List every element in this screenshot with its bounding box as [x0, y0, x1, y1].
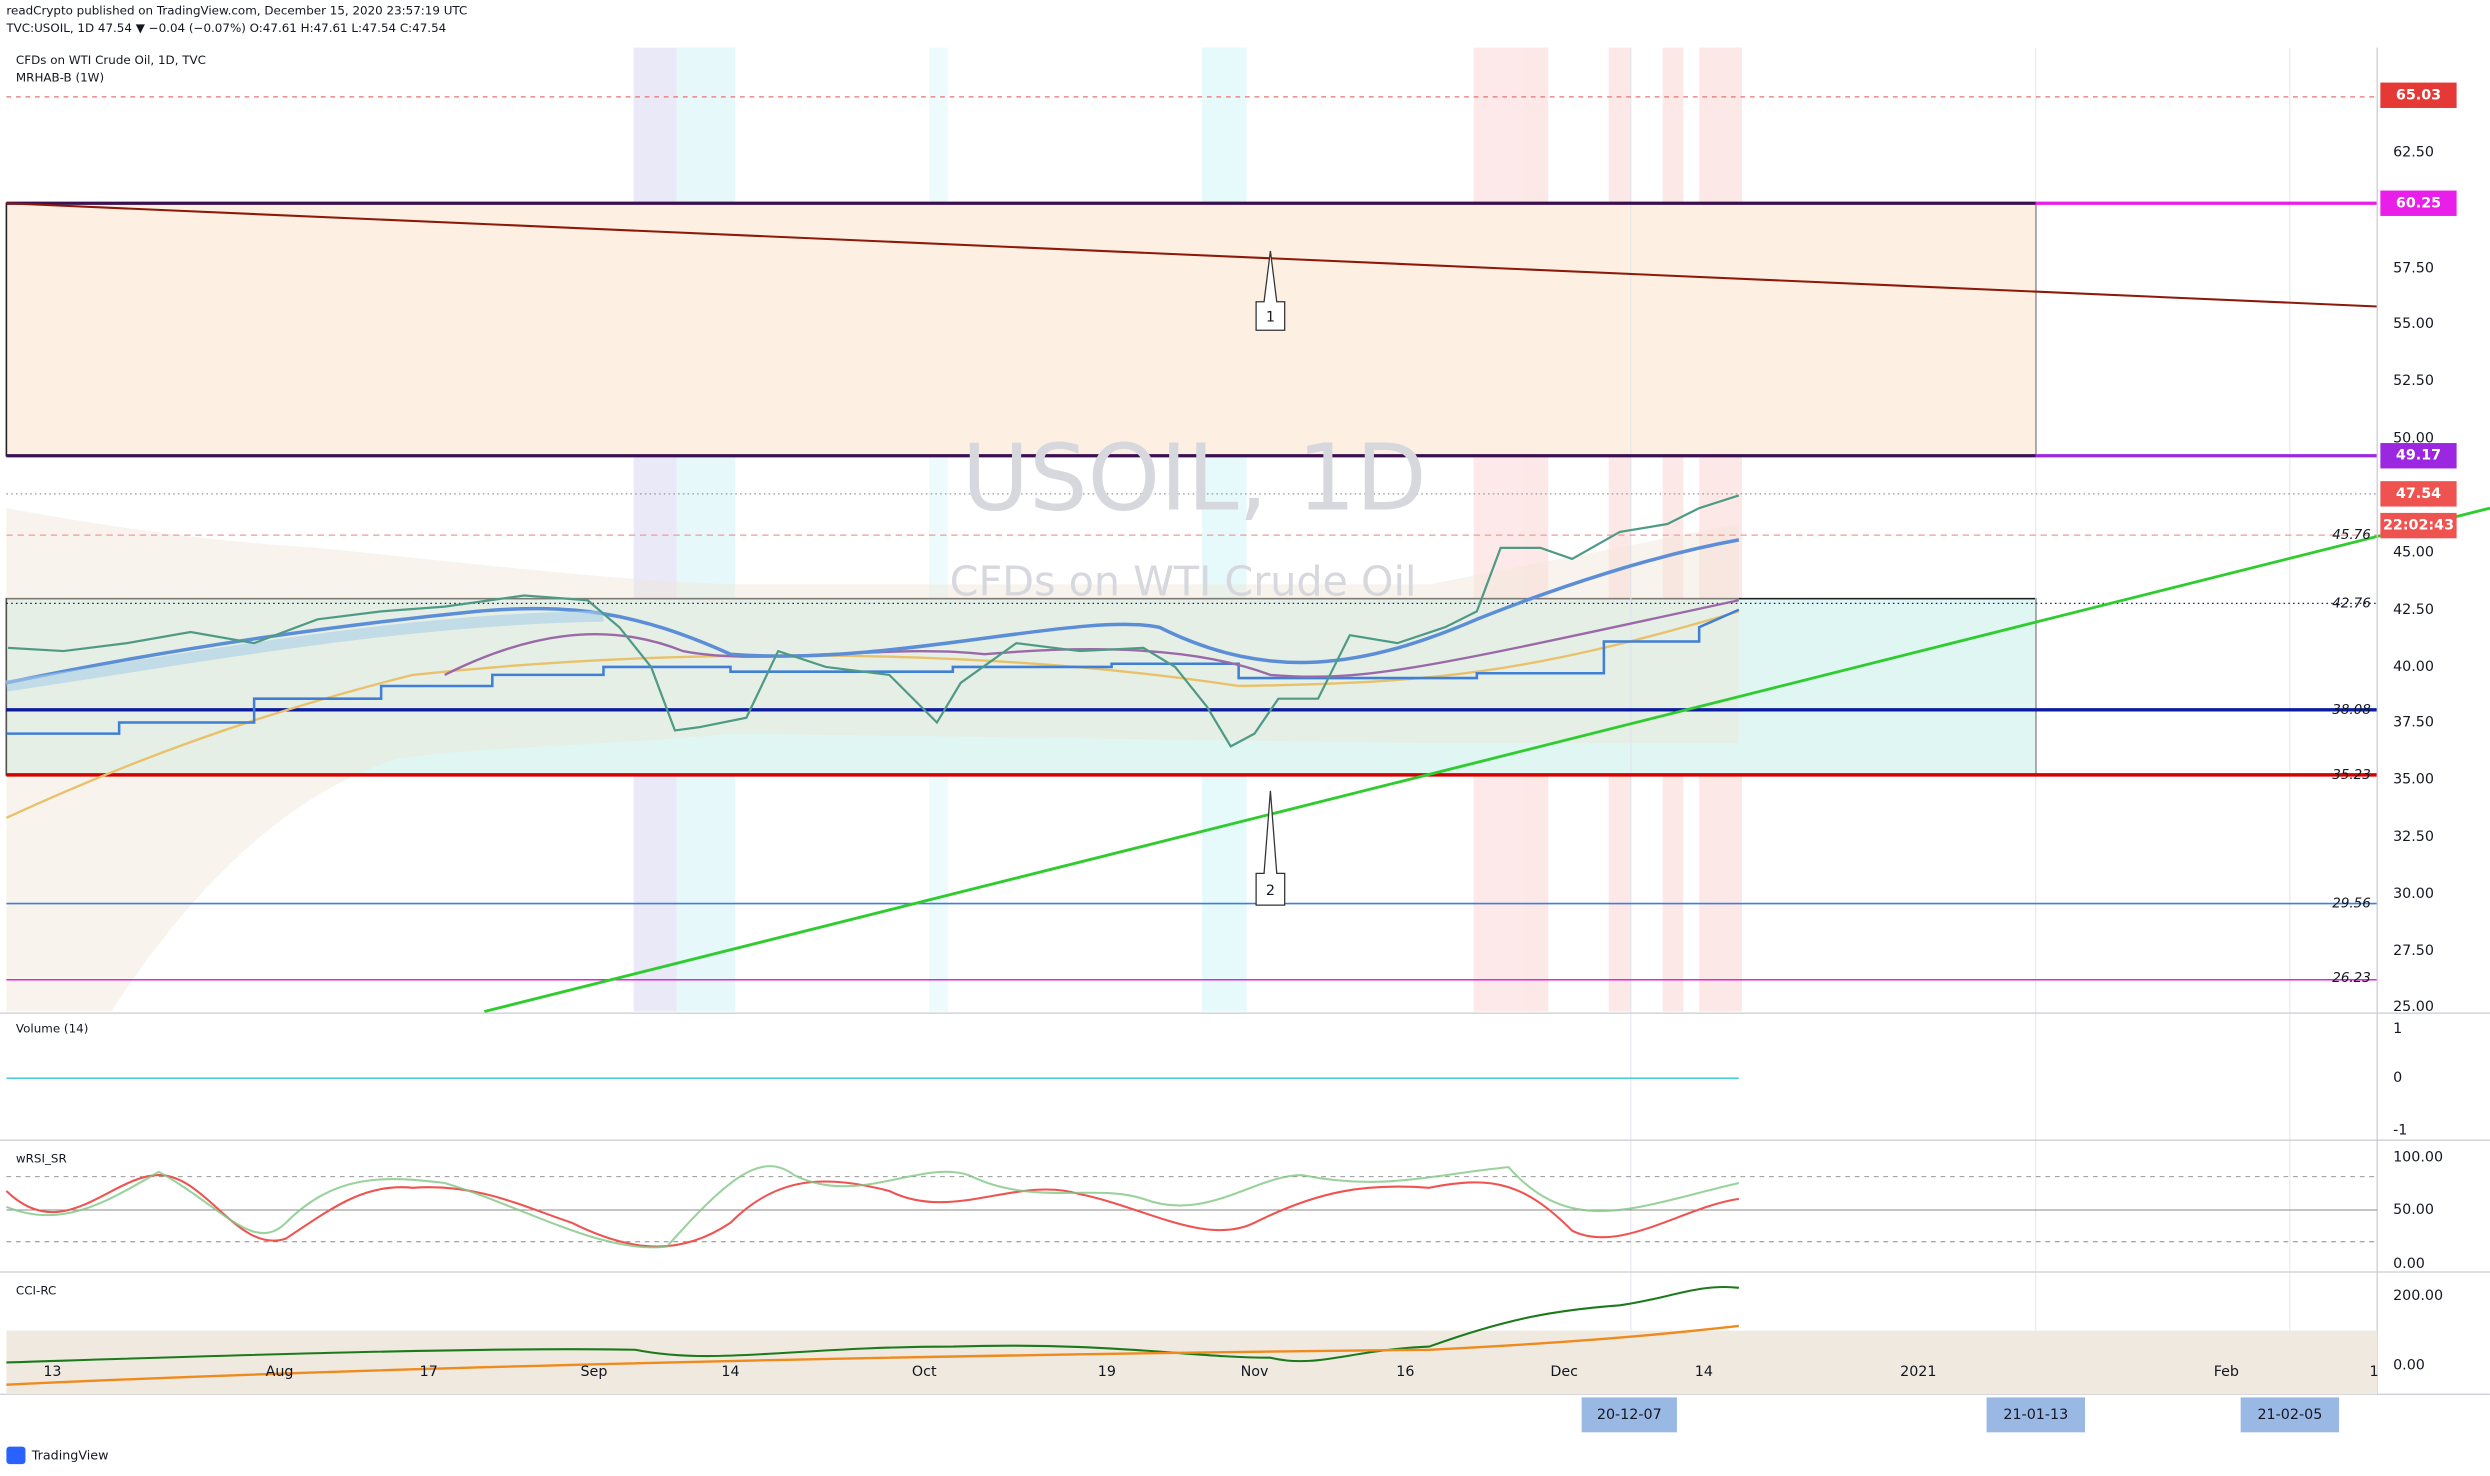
- footer: TradingView: [31, 1448, 109, 1463]
- price-badge: [2380, 190, 2457, 216]
- averages: [5, 538, 1740, 819]
- pane-title: wRSI_SR: [16, 1152, 67, 1166]
- time-label: Sep: [580, 1364, 607, 1380]
- price-badge-label: 49.17: [2396, 448, 2441, 464]
- pane-tick: 100.00: [2393, 1150, 2443, 1166]
- price-badge-label: 65.03: [2396, 87, 2441, 103]
- pane-tick: -1: [2393, 1123, 2407, 1139]
- price-badge-label: 47.54: [2396, 486, 2441, 502]
- time-label: 14: [721, 1364, 739, 1380]
- price-tick-label: 32.50: [2393, 829, 2434, 845]
- level-label: 38.08: [2332, 702, 2371, 718]
- time-badge: 20-12-07: [1597, 1407, 1662, 1423]
- price-tick-label: 57.50: [2393, 260, 2434, 276]
- price-badge: [2380, 443, 2457, 469]
- pane-tick: 0.00: [2393, 1256, 2425, 1272]
- time-label: 16: [1396, 1364, 1414, 1380]
- price-tick-label: 35.00: [2393, 772, 2434, 788]
- publisher: readCrypto published on TradingView.com,…: [6, 4, 467, 18]
- callout: 2: [1266, 883, 1275, 899]
- watermark-name: CFDs on WTI Crude Oil: [950, 557, 1417, 605]
- pane-tick: 1: [2393, 1021, 2402, 1037]
- pane-tick: 200.00: [2393, 1288, 2443, 1304]
- level-label: 29.56: [2332, 896, 2371, 912]
- watermark-symbol: USOIL, 1D: [962, 425, 1427, 532]
- price-tick-label: 30.00: [2393, 886, 2434, 902]
- time-label: 14: [1695, 1364, 1713, 1380]
- wrsi-lines: [5, 1165, 2378, 1249]
- time-label: Oct: [912, 1364, 937, 1380]
- price-badge-label: 60.25: [2396, 195, 2441, 211]
- price-tick-label: 40.00: [2393, 659, 2434, 675]
- time-label: Aug: [266, 1364, 294, 1380]
- legend-title: CFDs on WTI Crude Oil, 1D, TVC: [16, 53, 206, 67]
- price-tick-label: 55.00: [2393, 316, 2434, 332]
- price-badge: [2380, 82, 2457, 108]
- price-tick-label: 37.50: [2393, 715, 2434, 731]
- price-tick-label: 25.00: [2393, 999, 2434, 1015]
- time-badge-boxes: [1581, 1397, 2340, 1433]
- time-label: 1: [2369, 1364, 2378, 1380]
- pane-tick: 0: [2393, 1070, 2402, 1086]
- callout: 1: [1266, 310, 1275, 326]
- vertical-grid: [1630, 47, 2291, 1395]
- time-label: Dec: [1550, 1364, 1578, 1380]
- price-badge: [2380, 481, 2457, 507]
- time-label: 13: [43, 1364, 61, 1380]
- price-tick-label: 42.50: [2393, 602, 2434, 618]
- price-tick-label: 27.50: [2393, 943, 2434, 959]
- level-label: 35.23: [2332, 767, 2371, 783]
- pane-title: CCI-RC: [16, 1284, 56, 1298]
- time-badge: 21-02-05: [2257, 1407, 2322, 1423]
- time-label: Nov: [1241, 1364, 1269, 1380]
- symbol-line: TVC:USOIL, 1D 47.54 ▼ −0.04 (−0.07%) O:4…: [5, 21, 446, 35]
- price-tick-label: 50.00: [2393, 430, 2434, 446]
- pane-tick: 0.00: [2393, 1358, 2425, 1374]
- time-badge: 21-01-13: [2003, 1407, 2068, 1423]
- time-label: 17: [420, 1364, 438, 1380]
- cci-lines: [6, 1285, 2378, 1395]
- price-badge: [2380, 512, 2457, 539]
- level-label: 26.23: [2332, 970, 2371, 986]
- price-badge-label: 22:02:43: [2383, 518, 2454, 534]
- level-label: 42.76: [2332, 595, 2371, 611]
- levels: [6, 96, 2490, 1013]
- legend-indicator: MRHAB-B (1W): [16, 70, 104, 84]
- callout-shapes: [1255, 250, 1286, 906]
- cloud: [6, 508, 1739, 1012]
- price-path: [7, 494, 1740, 748]
- logo: [6, 1446, 26, 1465]
- resistance-box: [5, 202, 2037, 457]
- pane-tick: 50.00: [2393, 1202, 2434, 1218]
- price-tick-label: 52.50: [2393, 373, 2434, 389]
- pane-title: Volume (14): [16, 1021, 88, 1035]
- price-tick-label: 62.50: [2393, 144, 2434, 160]
- time-label: Feb: [2214, 1364, 2239, 1380]
- price-tick-label: 45.00: [2393, 545, 2434, 561]
- level-label: 45.76: [2332, 527, 2371, 543]
- time-label: 2021: [1900, 1364, 1936, 1380]
- time-label: 19: [1098, 1364, 1116, 1380]
